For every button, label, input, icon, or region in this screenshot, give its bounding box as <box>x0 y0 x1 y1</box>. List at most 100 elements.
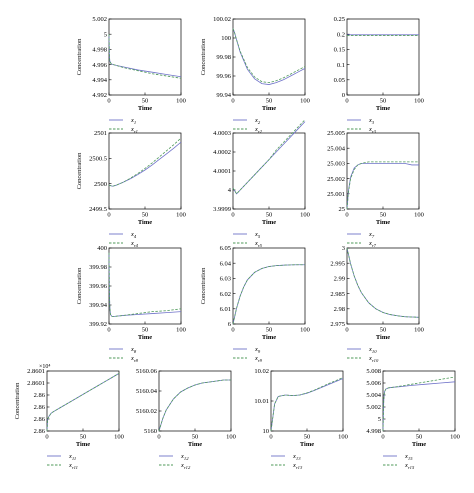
series-estimated-line <box>382 376 456 432</box>
legend-label-estimated: xr7 <box>368 240 377 248</box>
x-axis-label: Time <box>376 334 390 341</box>
y-tick-label: 25.002 <box>327 176 345 183</box>
x-axis-label: Time <box>300 441 314 448</box>
plot-frame <box>346 18 420 96</box>
y-tick-label: 2.86 <box>34 404 46 411</box>
x-axis-label: Time <box>412 441 426 448</box>
y-tick-label: 100 <box>221 35 231 42</box>
x-tick-label: 50 <box>142 327 149 334</box>
x-axis-label: Time <box>76 441 90 448</box>
y-tick-label: 2499.5 <box>89 206 107 213</box>
y-tick-label: 5160.06 <box>136 368 158 375</box>
y-tick-label: 5160.02 <box>136 408 157 415</box>
y-axis-exponent: ×10⁴ <box>39 364 50 370</box>
y-tick-label: 0.05 <box>334 77 345 84</box>
legend-label-estimated: xr9 <box>254 355 263 363</box>
y-tick-label: 10.02 <box>254 368 269 375</box>
series-estimated-line <box>108 34 182 79</box>
x-tick-label: 0 <box>157 434 160 441</box>
y-tick-label: 0 <box>342 92 345 99</box>
x-tick-label: 50 <box>304 434 311 441</box>
series-real-line <box>382 381 456 432</box>
legend-label-real: x1 <box>130 117 136 125</box>
series-real-line <box>346 162 419 210</box>
legend-label-estimated: xr1 <box>130 126 138 134</box>
y-tick-label: 4 <box>228 187 232 194</box>
x-tick-label: 100 <box>414 327 424 334</box>
legend-label-real: x2 <box>254 117 261 125</box>
panel-x11: 0 50 1002.862.862.862.862.86012.8601×10⁴Ti… <box>14 364 124 470</box>
y-tick-label: 4.992 <box>92 92 107 99</box>
y-tick-label: 6.03 <box>220 276 231 283</box>
y-tick-label: 4.998 <box>92 47 107 54</box>
y-tick-label: 2500 <box>94 181 107 188</box>
x-tick-label: 100 <box>450 434 460 441</box>
series-estimated-line <box>270 377 344 432</box>
x-axis-label: Time <box>262 334 276 341</box>
y-tick-label: 2.995 <box>330 260 345 267</box>
x-axis-label: Time <box>138 219 152 226</box>
panel-x8: 0 50 100 399.92 399.94 399.96 399.98 400 Time Con… <box>76 245 186 363</box>
y-tick-label: 25.003 <box>327 161 345 168</box>
x-tick-label: 50 <box>80 434 87 441</box>
panel-x1: 0 50 100 4.992 4.994 4.996 4.998 5 5.002 Time Conc… <box>76 16 186 134</box>
legend-label-real: x5 <box>254 231 261 239</box>
x-axis-label: Time <box>376 219 390 226</box>
y-axis-label: Concentration <box>200 267 207 305</box>
y-tick-label: 2.975 <box>330 321 345 328</box>
x-axis-label: Time <box>188 441 202 448</box>
x-tick-label: 100 <box>176 212 186 219</box>
legend-label-estimated: xr11 <box>68 462 78 470</box>
y-tick-label: 6.04 <box>220 260 232 267</box>
series-estimated-line <box>346 161 419 210</box>
series-estimated-line <box>108 137 182 187</box>
y-tick-label: 399.98 <box>89 264 107 271</box>
y-tick-label: 399.94 <box>89 302 108 309</box>
x-tick-label: 100 <box>414 98 424 105</box>
y-tick-label: 2501 <box>94 130 107 137</box>
y-tick-label: 5 <box>378 416 381 423</box>
x-tick-label: 0 <box>231 98 234 105</box>
series-real-line <box>232 121 306 195</box>
x-tick-label: 100 <box>414 212 424 219</box>
x-axis-label: Time <box>262 105 276 112</box>
series-real-line <box>108 252 182 317</box>
y-tick-label: 2.98 <box>334 306 345 313</box>
y-tick-label: 2.985 <box>330 291 345 298</box>
legend-label-estimated: xr15 <box>404 462 415 470</box>
y-axis-label: Concentration <box>14 382 21 420</box>
y-tick-label: 4.0002 <box>213 149 231 156</box>
series-estimated-line <box>232 119 306 195</box>
y-axis-label: Concentration <box>76 152 83 190</box>
y-tick-label: 10 <box>263 428 270 435</box>
x-tick-label: 50 <box>266 98 273 105</box>
legend-label-real: x7 <box>368 231 375 239</box>
y-tick-label: 99.94 <box>216 92 231 99</box>
legend-label-estimated: xr5 <box>254 240 263 248</box>
x-tick-label: 100 <box>226 434 236 441</box>
series-real-line <box>158 379 231 432</box>
y-tick-label: 3 <box>342 245 345 252</box>
y-axis-label: Concentration <box>200 38 207 76</box>
y-tick-label: 100.02 <box>213 16 231 23</box>
legend-label-estimated: xr3 <box>368 126 377 134</box>
y-tick-label: 0.1 <box>337 62 345 69</box>
legend-label-real: x8 <box>130 346 137 354</box>
x-tick-label: 100 <box>338 434 348 441</box>
y-tick-label: 99.98 <box>216 54 231 61</box>
y-tick-label: 5.002 <box>366 404 381 411</box>
x-tick-label: 100 <box>300 327 310 334</box>
x-tick-label: 0 <box>345 98 348 105</box>
y-tick-label: 4.996 <box>92 62 107 69</box>
y-tick-label: 25.001 <box>327 191 345 198</box>
y-tick-label: 6.02 <box>220 291 231 298</box>
